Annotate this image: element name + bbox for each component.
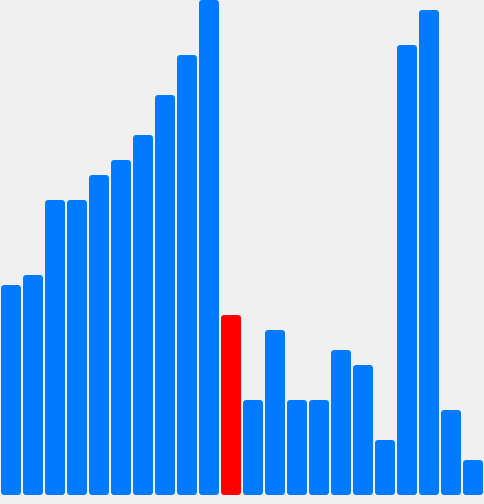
- bar-14: [287, 400, 307, 495]
- bar-7: [133, 135, 153, 495]
- bar-12: [243, 400, 263, 495]
- bar-8: [155, 95, 175, 495]
- bar-3: [45, 200, 65, 495]
- bar-10: [199, 0, 219, 495]
- bar-18: [375, 440, 395, 495]
- bar-22: [463, 460, 483, 495]
- bar-21: [441, 410, 461, 495]
- bar-16: [331, 350, 351, 495]
- bar-1: [1, 285, 21, 495]
- bar-20: [419, 10, 439, 495]
- bar-15: [309, 400, 329, 495]
- bar-6: [111, 160, 131, 495]
- bar-5: [89, 175, 109, 495]
- bar-9: [177, 55, 197, 495]
- bar-19: [397, 45, 417, 495]
- bar-4: [67, 200, 87, 495]
- bar-2: [23, 275, 43, 495]
- bar-11: [221, 315, 241, 495]
- bar-13: [265, 330, 285, 495]
- bar-17: [353, 365, 373, 495]
